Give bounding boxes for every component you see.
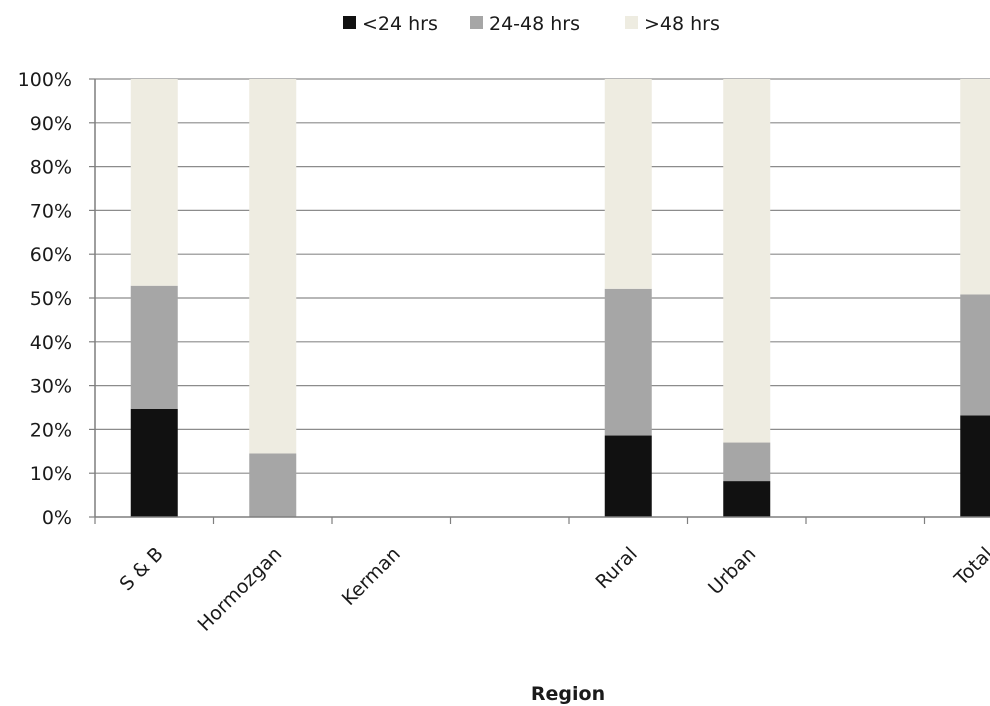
x-tick-label: Urban	[704, 543, 760, 599]
legend-label: <24 hrs	[362, 13, 438, 35]
bar-segment	[604, 435, 652, 517]
bar-segment	[604, 79, 652, 289]
x-tick-label: S & B	[115, 543, 167, 595]
y-tick-label: 50%	[30, 288, 72, 310]
y-tick-label: 20%	[30, 419, 72, 441]
y-tick-label: 40%	[30, 332, 72, 354]
x-tick-label: Total	[950, 543, 990, 591]
bar-segment	[130, 285, 178, 409]
bars	[130, 79, 990, 517]
bar-segment	[960, 294, 990, 416]
x-axis-title: Region	[531, 683, 605, 705]
gridlines	[95, 78, 990, 474]
x-tick-labels: S & B Hormozgan Kerman Rural Urban Total	[115, 543, 990, 636]
bar-segment	[130, 408, 178, 517]
legend-label: >48 hrs	[644, 13, 720, 35]
y-tick-label: 10%	[30, 463, 72, 485]
legend-swatch	[625, 16, 638, 29]
x-tick-label: Kerman	[338, 543, 405, 610]
bar-segment	[960, 79, 990, 295]
y-tick-label: 70%	[30, 200, 72, 222]
legend: <24 hrs 24-48 hrs >48 hrs	[343, 13, 720, 35]
y-tick-label: 100%	[18, 69, 72, 91]
bar-segment	[249, 79, 297, 454]
y-tick-label: 60%	[30, 244, 72, 266]
legend-swatch	[343, 16, 356, 29]
bar-segment	[130, 79, 178, 286]
bar-segment	[723, 79, 771, 443]
y-tick-label: 0%	[42, 507, 72, 529]
y-tick-label: 80%	[30, 157, 72, 179]
bar-segment	[723, 442, 771, 482]
x-tick-label: Hormozgan	[193, 543, 286, 636]
y-tick-label: 30%	[30, 376, 72, 398]
bar-segment	[960, 415, 990, 517]
axes	[89, 78, 990, 524]
y-tick-labels: 0% 10% 20% 30% 40% 50% 60% 70% 80% 90% 100%	[18, 69, 72, 529]
x-tick-label: Rural	[591, 543, 641, 593]
legend-swatch	[470, 16, 483, 29]
bar-segment	[723, 481, 771, 517]
legend-label: 24-48 hrs	[489, 13, 580, 35]
bar-segment	[249, 453, 297, 517]
y-tick-label: 90%	[30, 113, 72, 135]
bar-segment	[604, 288, 652, 436]
